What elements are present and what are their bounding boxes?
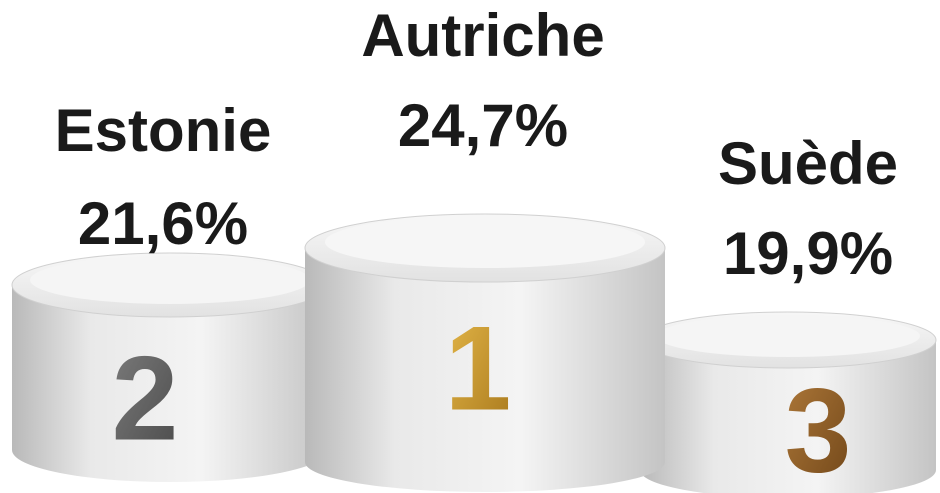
- country-label: Estonie: [55, 97, 272, 164]
- podium-block-first: 1: [305, 214, 665, 492]
- rank-number: 1: [445, 302, 512, 436]
- podium-block-second: 2: [12, 253, 328, 482]
- podium-scene: 2 3 1 Estonie 21,6% Autriche 24,7% Suède…: [0, 0, 940, 493]
- rank-number: 3: [785, 364, 852, 493]
- rank-number: 2: [112, 332, 179, 466]
- country-label: Suède: [718, 130, 898, 197]
- share-label: 24,7%: [398, 92, 568, 159]
- share-label: 21,6%: [78, 190, 248, 257]
- podium-block-third: 3: [640, 312, 936, 493]
- country-label: Autriche: [361, 2, 604, 69]
- share-label: 19,9%: [723, 220, 893, 287]
